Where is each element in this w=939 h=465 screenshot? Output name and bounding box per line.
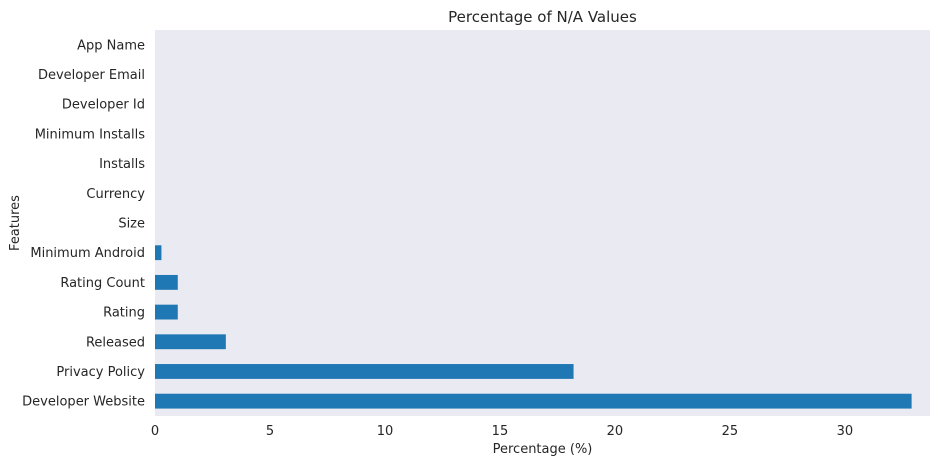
y-tick-label: Minimum Installs bbox=[35, 127, 146, 142]
x-tick-label: 0 bbox=[151, 424, 159, 439]
x-tick-label: 15 bbox=[492, 424, 509, 439]
plot-area bbox=[155, 30, 930, 416]
y-tick-label: Rating bbox=[103, 306, 145, 321]
bar-developer-website bbox=[155, 393, 912, 409]
x-tick-labels: 0 5 10 15 20 25 30 bbox=[151, 424, 853, 439]
x-axis-label: Percentage (%) bbox=[493, 442, 593, 457]
x-tick-label: 10 bbox=[377, 424, 394, 439]
y-tick-label: Privacy Policy bbox=[56, 365, 145, 380]
x-tick-label: 30 bbox=[837, 424, 854, 439]
y-tick-label: Developer Email bbox=[38, 68, 145, 83]
x-tick-label: 5 bbox=[266, 424, 274, 439]
y-tick-label: Developer Id bbox=[62, 98, 145, 113]
y-tick-label: Released bbox=[86, 335, 145, 350]
chart-title: Percentage of N/A Values bbox=[448, 8, 637, 26]
bars-group bbox=[155, 245, 912, 409]
x-tick-label: 25 bbox=[722, 424, 739, 439]
y-tick-label: Rating Count bbox=[60, 276, 145, 291]
bar-rating-count bbox=[155, 274, 178, 290]
x-tick-label: 20 bbox=[607, 424, 624, 439]
y-tick-label: Developer Website bbox=[22, 395, 145, 410]
bar-rating bbox=[155, 304, 178, 320]
y-tick-label: Currency bbox=[86, 187, 145, 202]
bar-privacy-policy bbox=[155, 364, 574, 379]
y-tick-labels: App Name Developer Email Developer Id Minim… bbox=[22, 38, 145, 409]
bar-released bbox=[155, 334, 226, 350]
y-tick-label: Installs bbox=[99, 157, 145, 172]
y-axis-label: Features bbox=[8, 195, 23, 251]
bar-minimum-android bbox=[155, 245, 162, 261]
y-tick-label: Size bbox=[118, 217, 145, 232]
y-tick-label: App Name bbox=[77, 38, 145, 53]
y-tick-label: Minimum Android bbox=[30, 246, 145, 261]
